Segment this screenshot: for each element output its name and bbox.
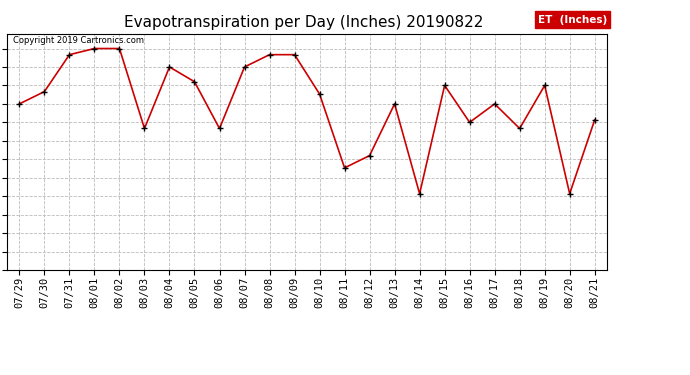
Text: ET  (Inches): ET (Inches) xyxy=(538,15,607,25)
Text: Evapotranspiration per Day (Inches) 20190822: Evapotranspiration per Day (Inches) 2019… xyxy=(124,15,483,30)
Text: Copyright 2019 Cartronics.com: Copyright 2019 Cartronics.com xyxy=(13,36,144,45)
